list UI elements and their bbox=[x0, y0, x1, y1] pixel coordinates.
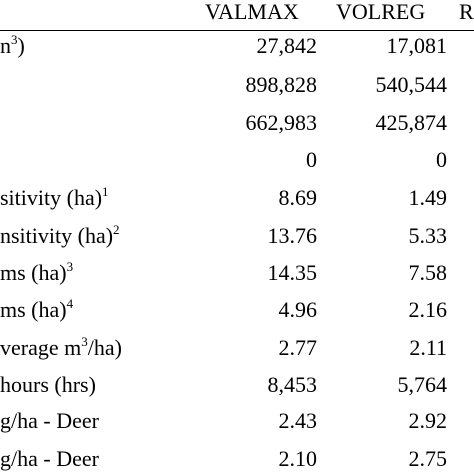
value-cell: 8.69 bbox=[278, 185, 318, 210]
label-text: ) bbox=[17, 33, 25, 58]
value-cell: 2.16 bbox=[408, 297, 448, 322]
value-cell: 5,764 bbox=[397, 372, 448, 397]
superscript: 1 bbox=[102, 184, 109, 199]
value-cell: 14.35 bbox=[267, 260, 318, 285]
column-header: VALMAX bbox=[205, 0, 299, 24]
row-label: g/ha - Deer bbox=[0, 446, 99, 472]
label-text: n bbox=[0, 33, 11, 58]
value-cell: 17,081 bbox=[386, 33, 448, 58]
value-cell: 2.10 bbox=[278, 446, 318, 471]
label-text: ms (ha) bbox=[0, 297, 67, 322]
label-text: g/ha - Deer bbox=[0, 408, 99, 433]
value-cell: 2.77 bbox=[278, 335, 318, 360]
row-label: ms (ha)3 bbox=[0, 260, 73, 286]
row-label: nsitivity (ha)2 bbox=[0, 223, 120, 249]
label-text: hours (hrs) bbox=[0, 372, 96, 397]
value-cell: 7.58 bbox=[408, 260, 448, 285]
value-cell: 2.75 bbox=[408, 446, 448, 471]
column-header: VOLREG bbox=[336, 0, 426, 24]
superscript: 2 bbox=[113, 222, 120, 237]
label-text: verage m bbox=[0, 335, 82, 360]
label-text: /ha) bbox=[87, 335, 122, 360]
value-cell: 2.11 bbox=[409, 335, 447, 360]
value-cell: 540,544 bbox=[375, 72, 448, 97]
superscript: 3 bbox=[11, 32, 18, 47]
row-label: verage m3/ha) bbox=[0, 335, 122, 361]
superscript: 3 bbox=[81, 334, 88, 349]
value-cell: 8,453 bbox=[267, 372, 318, 397]
label-text: g/ha - Deer bbox=[0, 446, 99, 471]
value-cell: 4.96 bbox=[278, 297, 318, 322]
value-cell: 0 bbox=[436, 147, 447, 172]
value-cell: 662,983 bbox=[245, 110, 318, 135]
label-text: ms (ha) bbox=[0, 260, 67, 285]
row-label: hours (hrs) bbox=[0, 372, 96, 398]
value-cell: 898,828 bbox=[245, 72, 318, 97]
row-label: sitivity (ha)1 bbox=[0, 185, 109, 211]
header-rule bbox=[0, 30, 474, 31]
value-cell: 0 bbox=[306, 147, 317, 172]
superscript: 3 bbox=[66, 259, 74, 274]
label-text: sitivity (ha) bbox=[0, 185, 103, 210]
row-label: g/ha - Deer bbox=[0, 408, 99, 434]
value-cell: 2.92 bbox=[408, 408, 448, 433]
superscript: 4 bbox=[66, 296, 74, 311]
row-label: ms (ha)4 bbox=[0, 297, 73, 323]
value-cell: 27,842 bbox=[256, 33, 318, 58]
value-cell: 5.33 bbox=[408, 223, 448, 248]
value-cell: 2.43 bbox=[278, 408, 318, 433]
value-cell: 425,874 bbox=[375, 110, 448, 135]
value-cell: 1.49 bbox=[408, 185, 448, 210]
label-text: nsitivity (ha) bbox=[0, 223, 114, 248]
row-label: n3) bbox=[0, 33, 25, 59]
column-header: R bbox=[459, 0, 474, 24]
value-cell: 13.76 bbox=[267, 223, 318, 248]
